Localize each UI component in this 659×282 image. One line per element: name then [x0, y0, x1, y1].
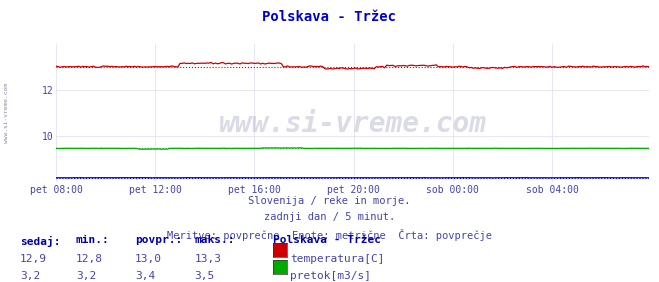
Text: pretok[m3/s]: pretok[m3/s]: [290, 271, 371, 281]
Text: Meritve: povprečne  Enote: metrične  Črta: povprečje: Meritve: povprečne Enote: metrične Črta:…: [167, 229, 492, 241]
Text: Polskava - Tržec: Polskava - Tržec: [262, 10, 397, 24]
Text: 13,0: 13,0: [135, 254, 162, 264]
Text: 3,2: 3,2: [76, 271, 96, 281]
Text: www.si-vreme.com: www.si-vreme.com: [4, 83, 9, 143]
Text: 13,3: 13,3: [194, 254, 221, 264]
Text: 12,9: 12,9: [20, 254, 47, 264]
Text: 3,2: 3,2: [20, 271, 40, 281]
Text: 3,5: 3,5: [194, 271, 215, 281]
Text: maks.:: maks.:: [194, 235, 235, 245]
Text: sedaj:: sedaj:: [20, 235, 60, 246]
Text: www.si-vreme.com: www.si-vreme.com: [219, 110, 486, 138]
Text: Polskava - Tržec: Polskava - Tržec: [273, 235, 382, 245]
Text: temperatura[C]: temperatura[C]: [290, 254, 384, 264]
Text: Slovenija / reke in morje.: Slovenija / reke in morje.: [248, 196, 411, 206]
Text: min.:: min.:: [76, 235, 109, 245]
Text: 3,4: 3,4: [135, 271, 156, 281]
Text: zadnji dan / 5 minut.: zadnji dan / 5 minut.: [264, 212, 395, 222]
Text: 12,8: 12,8: [76, 254, 103, 264]
Text: povpr.:: povpr.:: [135, 235, 183, 245]
